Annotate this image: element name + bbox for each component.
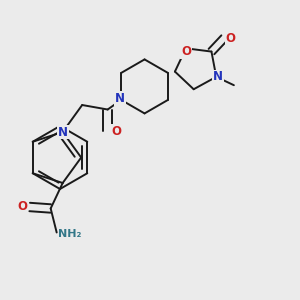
Text: O: O — [226, 32, 236, 44]
Text: O: O — [111, 124, 121, 138]
Text: NH₂: NH₂ — [58, 229, 82, 239]
Text: N: N — [58, 125, 68, 139]
Text: O: O — [181, 45, 191, 58]
Text: N: N — [115, 92, 125, 105]
Text: N: N — [213, 70, 223, 83]
Text: O: O — [17, 200, 27, 214]
